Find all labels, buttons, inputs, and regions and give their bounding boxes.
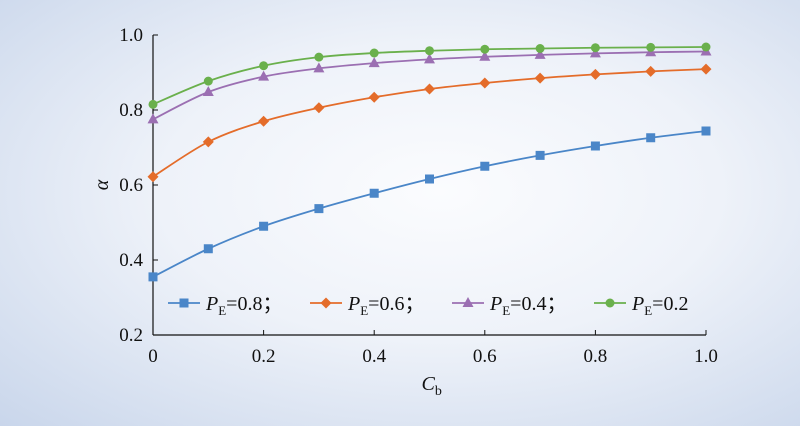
- data-point: [313, 102, 325, 114]
- data-point: [425, 46, 434, 56]
- data-point: [258, 70, 270, 81]
- data-point: [259, 61, 269, 71]
- data-point: [535, 150, 545, 160]
- data-point: [369, 48, 379, 58]
- legend-item-2: PE=0.6；: [310, 293, 424, 318]
- data-point: [590, 43, 600, 53]
- x-tick-label: 1.0: [694, 346, 718, 367]
- data-point: [534, 48, 546, 59]
- x-tick-label: 0.8: [584, 346, 608, 367]
- data-point: [258, 115, 270, 127]
- data-point: [480, 44, 490, 54]
- data-point: [535, 44, 545, 53]
- data-point: [424, 53, 435, 64]
- data-point: [646, 42, 656, 52]
- data-point: [534, 72, 546, 84]
- y-tick-label: 0.8: [119, 100, 143, 121]
- x-axis-label: Cb: [422, 373, 442, 399]
- series-line: [152, 130, 707, 278]
- data-point: [700, 63, 712, 75]
- y-tick-label: 1.0: [119, 25, 143, 46]
- data-point: [701, 42, 711, 52]
- data-point: [313, 62, 325, 73]
- data-point: [147, 171, 159, 183]
- data-point: [203, 244, 213, 254]
- data-point: [646, 133, 656, 143]
- x-tick-label: 0.6: [473, 346, 497, 367]
- legend-marker: [320, 297, 332, 309]
- data-point: [368, 57, 380, 68]
- data-point: [314, 204, 324, 214]
- data-point: [479, 77, 491, 89]
- x-tick-label: 0: [148, 346, 158, 367]
- data-point: [480, 161, 490, 171]
- data-point: [369, 188, 379, 198]
- data-point: [589, 47, 601, 58]
- x-tick-label: 0.4: [362, 346, 386, 367]
- series-group: [147, 42, 712, 282]
- legend-item-3: PE=0.4；: [452, 293, 566, 318]
- y-tick-label: 0.6: [119, 175, 143, 196]
- data-point: [701, 126, 711, 136]
- legend-marker: [179, 298, 189, 308]
- data-point: [314, 52, 324, 62]
- legend-label: PE=0.4；: [489, 293, 566, 318]
- series-4: [148, 42, 711, 109]
- data-point: [202, 86, 214, 96]
- axes: 0.20.40.60.81.00 0.2 0.4 0.6 0.8 1.0: [119, 25, 718, 367]
- series-3: [147, 45, 712, 124]
- data-point: [368, 91, 380, 103]
- data-point: [645, 65, 657, 77]
- data-point: [202, 136, 214, 148]
- legend-label: PE=0.8；: [205, 293, 282, 318]
- legend-marker: [462, 297, 474, 307]
- data-point: [479, 50, 491, 61]
- data-point: [148, 272, 158, 282]
- data-point: [590, 141, 600, 151]
- series-1: [148, 126, 711, 282]
- data-point: [147, 113, 159, 124]
- series-2: [147, 63, 712, 183]
- y-tick-label: 0.4: [119, 250, 143, 271]
- legend-label: PE=0.2: [631, 293, 688, 318]
- x-tick-label: 0.2: [252, 346, 276, 367]
- data-point: [589, 68, 601, 80]
- data-point: [148, 99, 158, 109]
- legend-marker: [605, 298, 615, 308]
- y-tick-label: 0.2: [119, 325, 143, 346]
- legend: PE=0.8； PE=0.6； PE=0.4； PE=0.2: [168, 293, 688, 318]
- data-point: [425, 174, 434, 184]
- y-axis-label: α: [91, 179, 113, 190]
- legend-item-1: PE=0.8；: [168, 293, 282, 318]
- data-point: [203, 76, 213, 86]
- legend-item-4: PE=0.2: [594, 293, 688, 318]
- legend-label: PE=0.6；: [347, 293, 424, 318]
- data-point: [424, 83, 435, 95]
- data-point: [259, 221, 269, 231]
